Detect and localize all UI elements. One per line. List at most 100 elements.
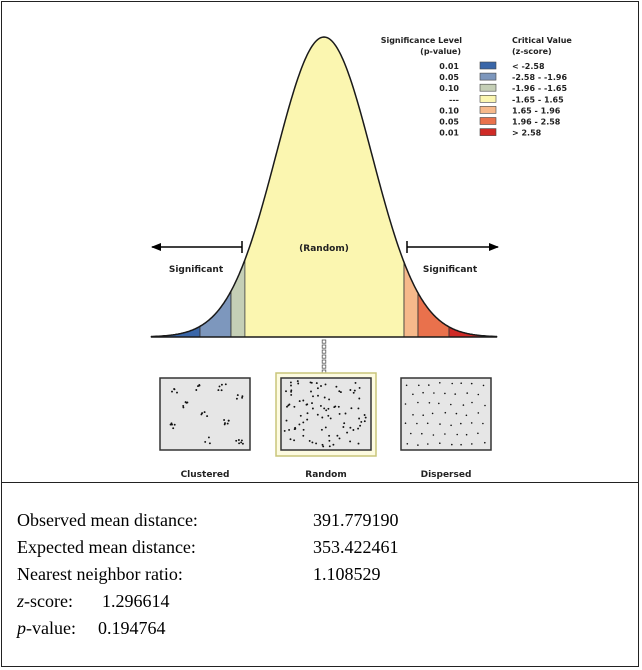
curve-outline xyxy=(151,36,497,338)
point xyxy=(176,391,178,394)
point xyxy=(439,423,441,425)
point xyxy=(482,422,484,425)
point xyxy=(302,434,305,437)
point xyxy=(306,412,309,415)
point xyxy=(298,423,301,426)
point xyxy=(412,393,414,396)
dispersed-points xyxy=(404,382,486,446)
point xyxy=(484,441,486,444)
point xyxy=(283,429,286,432)
point xyxy=(416,422,418,425)
point xyxy=(404,422,407,425)
point xyxy=(337,405,340,408)
legend-p-value: 0.10 xyxy=(439,84,459,93)
z-score-label: z-score: xyxy=(17,589,73,613)
point xyxy=(287,404,290,407)
point xyxy=(438,402,440,405)
point xyxy=(296,380,299,383)
point xyxy=(238,442,241,445)
connector-dot xyxy=(321,349,327,354)
legend-z-range: -1.65 - 1.65 xyxy=(512,95,564,104)
point xyxy=(364,416,367,419)
point xyxy=(454,393,457,395)
point xyxy=(220,389,223,392)
right-significant-label: Significant xyxy=(423,265,478,275)
point xyxy=(482,384,485,387)
point xyxy=(465,433,468,436)
point xyxy=(315,442,318,445)
point xyxy=(218,385,221,388)
legend-z-range: -2.58 - -1.96 xyxy=(512,73,567,82)
connector-dot xyxy=(321,364,327,369)
legend-swatch xyxy=(479,83,497,92)
legend-p-value: 0.05 xyxy=(439,73,459,82)
point xyxy=(360,420,363,423)
point xyxy=(290,390,293,393)
point xyxy=(171,390,173,393)
legend-p-value: 0.05 xyxy=(439,118,459,127)
point xyxy=(200,413,203,416)
point xyxy=(329,417,332,420)
point xyxy=(290,384,292,387)
point xyxy=(235,439,238,442)
point xyxy=(363,414,366,416)
point xyxy=(319,404,322,407)
point xyxy=(217,389,220,392)
point xyxy=(321,416,324,419)
connector-dot xyxy=(321,359,327,364)
point xyxy=(477,412,480,414)
random-points xyxy=(283,380,367,448)
point xyxy=(293,439,296,442)
point xyxy=(357,442,360,445)
legend-z-range: 1.96 - 2.58 xyxy=(512,118,561,127)
section-divider xyxy=(1,482,639,483)
point xyxy=(312,395,314,398)
dotted-connector xyxy=(321,339,327,374)
legend-z-range: < -2.58 xyxy=(512,62,545,71)
point xyxy=(418,384,420,387)
point xyxy=(358,397,361,400)
point xyxy=(298,400,301,403)
connector-dot xyxy=(321,339,327,344)
legend-swatch xyxy=(479,128,497,136)
point xyxy=(323,407,326,410)
point xyxy=(328,445,331,448)
point xyxy=(336,434,339,437)
point xyxy=(182,406,185,409)
legend-p-value: --- xyxy=(449,95,459,104)
point xyxy=(227,419,230,422)
point xyxy=(335,385,338,388)
point xyxy=(359,424,362,427)
point xyxy=(332,443,335,446)
point xyxy=(311,407,314,410)
point xyxy=(324,426,327,429)
point xyxy=(290,393,293,396)
legend-swatch xyxy=(479,95,497,103)
legend-rows: 0.01 < -2.58 0.05 -2.58 - -1.96 0.10 -1.96 - … xyxy=(439,61,567,138)
point xyxy=(338,412,341,415)
point xyxy=(172,427,175,430)
legend-swatch xyxy=(479,61,497,70)
point xyxy=(299,414,302,417)
expected-value: 353.422461 xyxy=(313,537,399,557)
point xyxy=(204,440,207,443)
point xyxy=(325,409,328,412)
point xyxy=(241,442,244,445)
point xyxy=(417,401,419,404)
point xyxy=(208,442,211,445)
point xyxy=(471,443,473,445)
point xyxy=(338,390,341,393)
point xyxy=(173,423,176,426)
point xyxy=(241,396,244,399)
legend-swatch xyxy=(479,117,497,125)
random-box xyxy=(280,377,372,451)
point xyxy=(421,432,423,435)
point xyxy=(289,381,292,384)
point xyxy=(320,428,323,431)
point xyxy=(310,381,313,384)
p-value-value: 0.194764 xyxy=(98,618,166,638)
legend-swatch xyxy=(479,72,497,81)
point xyxy=(439,442,441,445)
point xyxy=(354,381,357,384)
point xyxy=(315,382,318,385)
